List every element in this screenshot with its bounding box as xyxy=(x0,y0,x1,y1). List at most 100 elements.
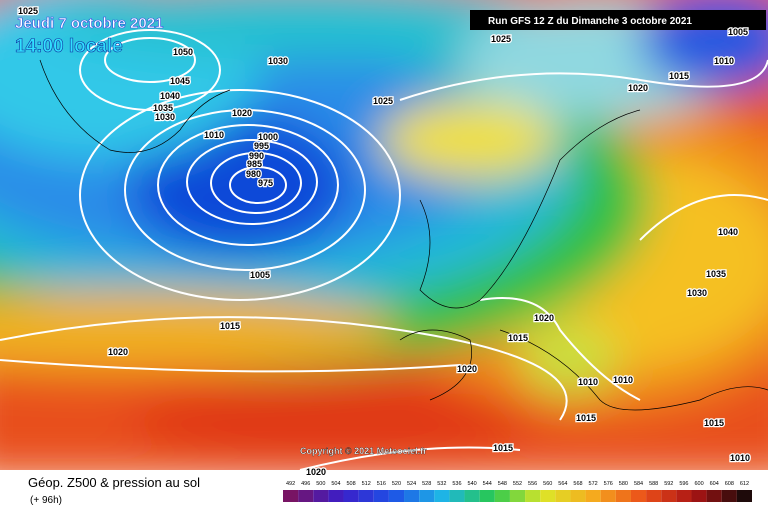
legend-swatch xyxy=(449,490,465,502)
legend-value: 552 xyxy=(513,481,522,487)
legend-swatch xyxy=(615,490,631,502)
isobar-label: 1015 xyxy=(508,333,528,343)
isobars xyxy=(0,29,768,471)
isobar-label: 1015 xyxy=(669,71,689,81)
legend-value: 500 xyxy=(316,481,325,487)
legend-swatch xyxy=(525,490,541,502)
isobar-label: 1050 xyxy=(173,47,193,57)
legend-swatch xyxy=(494,490,510,502)
legend-value: 520 xyxy=(392,481,401,487)
legend-swatch xyxy=(404,490,420,502)
legend-swatch xyxy=(298,490,314,502)
legend-value: 516 xyxy=(377,481,386,487)
isobar-label: 1010 xyxy=(730,453,750,463)
isobar-label: 1010 xyxy=(578,377,598,387)
legend-swatch xyxy=(419,490,435,502)
color-legend: 492 496 500 504 508 512 516 520 524 528 532 536 540 5… xyxy=(283,481,752,502)
isobar-label: 1045 xyxy=(170,76,190,86)
copyright: Copyright © 2021 Meteociel.fr xyxy=(300,446,427,456)
legend-swatch xyxy=(691,490,707,502)
isobar-label: 1010 xyxy=(714,56,734,66)
isobar-label: 1005 xyxy=(250,270,270,280)
legend-value: 528 xyxy=(422,481,431,487)
isobar-label: 1020 xyxy=(108,347,128,357)
isobar-labels: 1025105010451040103510301030102010251010… xyxy=(17,5,752,479)
isobar-label: 1025 xyxy=(373,96,393,106)
isobar-label: 1025 xyxy=(18,6,38,16)
legend-swatch xyxy=(646,490,662,502)
run-banner xyxy=(470,10,766,30)
isobar-label: 1025 xyxy=(491,34,511,44)
legend-swatch xyxy=(570,490,586,502)
isobar-label: 1015 xyxy=(220,321,240,331)
isobar-label: 1015 xyxy=(704,418,724,428)
legend-swatch xyxy=(479,490,495,502)
isobar-label: 1030 xyxy=(687,288,707,298)
isobar-label: 975 xyxy=(258,178,273,188)
legend-value: 492 xyxy=(286,481,295,487)
legend-swatch xyxy=(358,490,374,502)
isobar-label: 1010 xyxy=(204,130,224,140)
legend-value: 576 xyxy=(604,481,613,487)
legend-value: 556 xyxy=(528,481,537,487)
legend-value: 508 xyxy=(346,481,355,487)
legend-value: 588 xyxy=(649,481,658,487)
date-label: Jeudi 7 octobre 2021 xyxy=(15,15,163,32)
isobar-label: 1035 xyxy=(153,103,173,113)
isobar-label: 1030 xyxy=(155,112,175,122)
legend-swatch xyxy=(540,490,556,502)
legend-value: 512 xyxy=(362,481,371,487)
legend-value: 496 xyxy=(301,481,310,487)
legend-value: 524 xyxy=(407,481,416,487)
legend-swatch xyxy=(509,490,526,502)
legend-swatch xyxy=(676,490,692,502)
isobar-label: 1035 xyxy=(706,269,726,279)
legend-value: 568 xyxy=(573,481,582,487)
legend-value: 600 xyxy=(694,481,703,487)
legend-value: 612 xyxy=(740,481,749,487)
isobar-label: 1020 xyxy=(306,467,326,477)
footer-lead: (+ 96h) xyxy=(30,495,62,506)
legend-value: 596 xyxy=(679,481,688,487)
legend-value: 592 xyxy=(664,481,673,487)
legend-value: 504 xyxy=(331,481,340,487)
legend-value: 544 xyxy=(483,481,492,487)
legend-value: 572 xyxy=(589,481,598,487)
legend-value: 532 xyxy=(437,481,446,487)
legend-value: 560 xyxy=(543,481,552,487)
legend-value: 540 xyxy=(468,481,477,487)
legend-value: 548 xyxy=(498,481,507,487)
legend-swatch xyxy=(313,490,329,502)
time-label: 14:00 locale xyxy=(15,36,123,57)
isobar-label: 1000 xyxy=(258,132,278,142)
legend-swatch xyxy=(600,490,616,502)
isobar-label: 1015 xyxy=(493,443,513,453)
legend-value: 564 xyxy=(558,481,567,487)
legend-value: 608 xyxy=(725,481,734,487)
isobar-label: 1040 xyxy=(160,91,180,101)
isobar-label: 995 xyxy=(254,141,269,151)
isobar-label: 1015 xyxy=(576,413,596,423)
legend-value: 580 xyxy=(619,481,628,487)
run-label: Run GFS 12 Z du Dimanche 3 octobre 2021 xyxy=(488,16,692,27)
legend-swatch xyxy=(434,490,450,502)
coastlines xyxy=(39,59,768,411)
legend-swatch xyxy=(630,490,647,502)
legend-swatch xyxy=(328,490,344,502)
legend-swatch xyxy=(343,490,359,502)
legend-swatch xyxy=(555,490,571,502)
legend-value: 584 xyxy=(634,481,643,487)
isobar-label: 980 xyxy=(246,169,261,179)
isobar-label: 1005 xyxy=(728,27,748,37)
isobar-label: 1020 xyxy=(232,108,252,118)
legend-swatch xyxy=(736,490,752,502)
legend-swatch xyxy=(283,490,299,502)
legend-swatch xyxy=(661,490,677,502)
isobar-label: 1020 xyxy=(628,83,648,93)
legend-swatch xyxy=(464,490,480,502)
isobar-label: 1010 xyxy=(613,375,633,385)
isobar-label: 1020 xyxy=(534,313,554,323)
legend-value: 604 xyxy=(710,481,719,487)
legend-swatch xyxy=(388,490,405,502)
